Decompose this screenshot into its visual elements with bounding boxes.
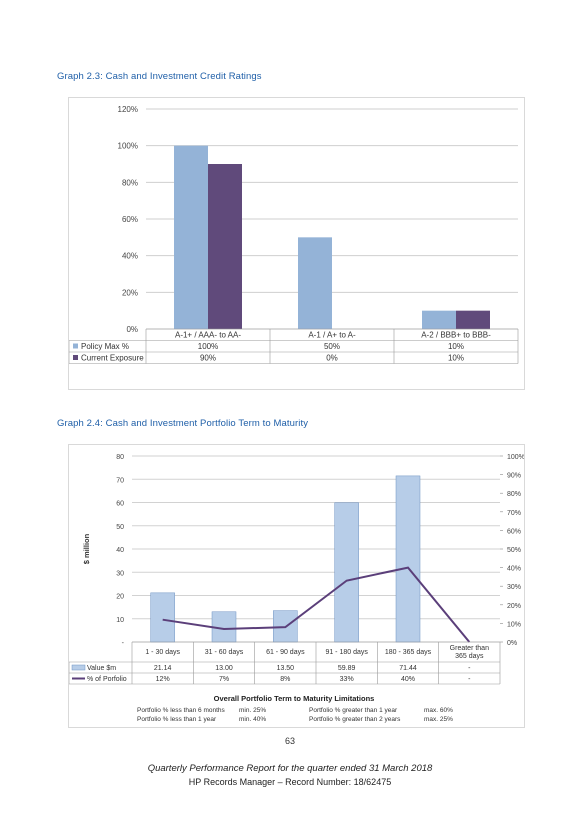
y-tick-label: 80 <box>116 454 124 461</box>
legend-swatch <box>73 355 78 360</box>
bar-policy-max <box>422 310 456 329</box>
category-label: A-1+ / AAA- to AA- <box>175 331 241 340</box>
data-table-value: 33% <box>340 676 354 683</box>
data-table-value: 8% <box>280 676 290 683</box>
limitations-cell: min. 25% <box>239 707 266 714</box>
graph-2-3-title: Graph 2.3: Cash and Investment Credit Ra… <box>57 71 262 82</box>
category-label: A-1 / A+ to A- <box>308 331 356 340</box>
credit-ratings-chart: 0% 20% 40% 60% 80% 100% 120% A-1+ / AAA- to AA-… <box>68 97 525 390</box>
y-tick-label: 60 <box>116 501 124 508</box>
y-tick-label: 0% <box>126 325 138 334</box>
limitations-cell: max. 60% <box>424 707 453 714</box>
y2-tick-label: 80% <box>507 491 521 498</box>
y-tick-label: 100% <box>118 142 138 151</box>
y-axis-label: $ million <box>82 533 91 564</box>
data-table-value: - <box>468 676 471 683</box>
y-tick-label: 20% <box>122 288 138 297</box>
bar-value <box>395 475 421 643</box>
limitations-cell: Portfolio % greater than 1 year <box>309 707 398 714</box>
data-table-value: 13.50 <box>277 665 295 672</box>
graph-2-4-title: Graph 2.4: Cash and Investment Portfolio… <box>57 418 309 429</box>
y-tick-label: 40 <box>116 547 124 554</box>
data-table-value: 100% <box>198 342 218 351</box>
credit-ratings-svg: 0% 20% 40% 60% 80% 100% 120% A-1+ / AAA- to AA-… <box>68 105 519 364</box>
bar-current-exposure <box>208 164 242 329</box>
y-tick-label: 50 <box>116 524 124 531</box>
data-table-value: 13.00 <box>215 665 233 672</box>
legend-swatch <box>73 343 78 349</box>
data-table-value: 0% <box>326 354 338 363</box>
data-table-value: 10% <box>448 354 464 363</box>
category-label: Greater than <box>450 645 489 652</box>
limitations-cell: min. 40% <box>239 716 266 723</box>
y2-tick-label: 100% <box>507 454 524 461</box>
category-label: 180 - 365 days <box>385 649 432 656</box>
y-tick-label: 30 <box>116 570 124 577</box>
y2-tick-label: 60% <box>507 528 521 535</box>
y-tick-label: 70 <box>116 477 124 484</box>
y-tick-label: 60% <box>122 215 138 224</box>
y-tick-label: 80% <box>122 178 138 187</box>
line-percent-of-portfolio <box>162 566 471 643</box>
limitations-cell: Portfolio % greater than 2 years <box>309 716 401 723</box>
bar-value <box>334 502 359 643</box>
y2-tick-label: 0% <box>507 640 517 647</box>
term-to-maturity-svg: - 10 20 30 40 50 60 70 80 0% 10% 20% 30% 40% 50% 60% 70%… <box>68 454 525 723</box>
data-table-value: 21.14 <box>154 665 172 672</box>
footer-report-title: Quarterly Performance Report for the qua… <box>147 763 433 774</box>
limitations-cell: Portfolio % less than 6 months <box>137 707 226 714</box>
bar-current-exposure <box>456 310 490 329</box>
legend-label: % of Porfolio <box>87 676 127 683</box>
y2-tick-label: 50% <box>507 547 521 554</box>
data-table-value: 59.89 <box>338 665 356 672</box>
y2-tick-label: 20% <box>507 603 521 610</box>
category-label: 61 - 90 days <box>266 649 305 656</box>
data-table-value: 71.44 <box>399 665 417 672</box>
footer-record-number: HP Records Manager – Record Number: 18/6… <box>188 777 392 787</box>
y-tick-label: 10 <box>116 617 124 624</box>
data-table-value: 90% <box>200 354 216 363</box>
term-to-maturity-chart: - 10 20 30 40 50 60 70 80 0% 10% 20% 30% 40% 50% 60% 70%… <box>68 444 525 728</box>
y-tick-label: 20 <box>116 594 124 601</box>
limitations-cell: Portfolio % less than 1 year <box>137 716 217 723</box>
bar-value <box>150 592 175 643</box>
category-label: A-2 / BBB+ to BBB- <box>421 331 491 340</box>
data-table-value: 40% <box>401 676 415 683</box>
data-table-value: 10% <box>448 342 464 351</box>
y-tick-label: 40% <box>122 252 138 261</box>
y2-tick-label: 70% <box>507 510 521 517</box>
category-label: 1 - 30 days <box>145 649 180 656</box>
limitations-cell: max. 25% <box>424 716 453 723</box>
data-table-value: - <box>468 665 471 672</box>
legend-swatch <box>71 664 86 671</box>
data-table-value: 50% <box>324 342 340 351</box>
legend-label: Policy Max % <box>81 342 129 351</box>
bar-policy-max <box>298 237 332 329</box>
y2-tick-label: 10% <box>507 621 521 628</box>
data-table-value: 7% <box>219 676 229 683</box>
y2-tick-label: 40% <box>507 566 521 573</box>
category-label: 365 days <box>455 653 484 660</box>
page-number: 63 <box>284 736 295 746</box>
category-label: 31 - 60 days <box>205 649 244 656</box>
legend-label: Value $m <box>87 665 116 672</box>
y-tick-label: - <box>122 640 125 647</box>
y-tick-label: 120% <box>118 105 138 114</box>
category-label: 91 - 180 days <box>325 649 368 656</box>
legend-label: Current Exposure <box>81 354 144 363</box>
y2-tick-label: 90% <box>507 473 521 480</box>
y2-tick-label: 30% <box>507 584 521 591</box>
limitations-heading: Overall Portfolio Term to Maturity Limit… <box>214 694 375 703</box>
data-table-value: 12% <box>156 676 170 683</box>
bar-policy-max <box>174 145 208 329</box>
